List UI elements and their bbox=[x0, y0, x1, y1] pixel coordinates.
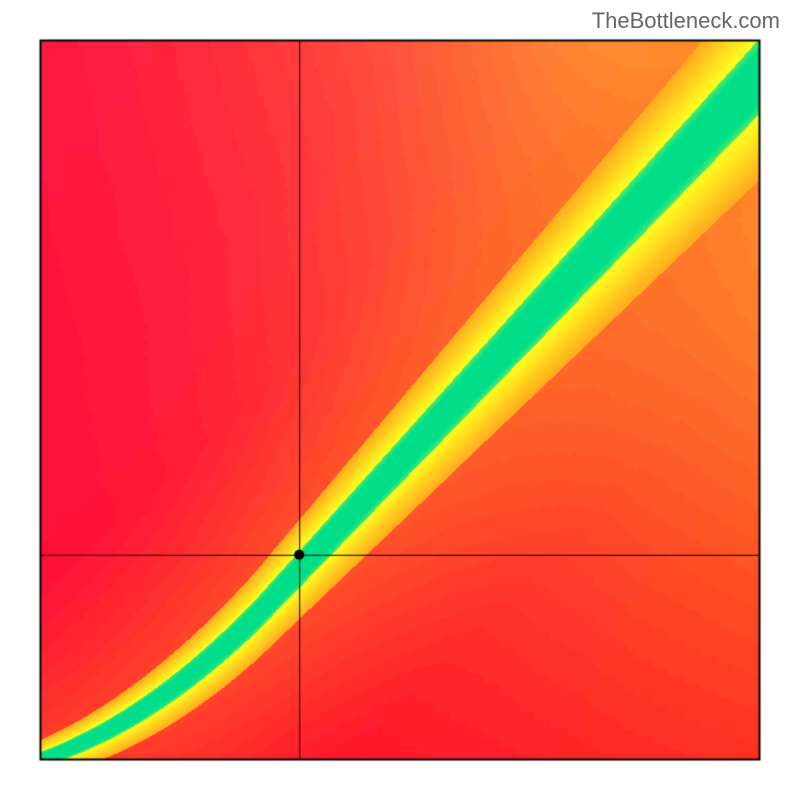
watermark-text: TheBottleneck.com bbox=[592, 8, 780, 34]
heatmap-canvas bbox=[0, 0, 800, 800]
chart-container: TheBottleneck.com bbox=[0, 0, 800, 800]
